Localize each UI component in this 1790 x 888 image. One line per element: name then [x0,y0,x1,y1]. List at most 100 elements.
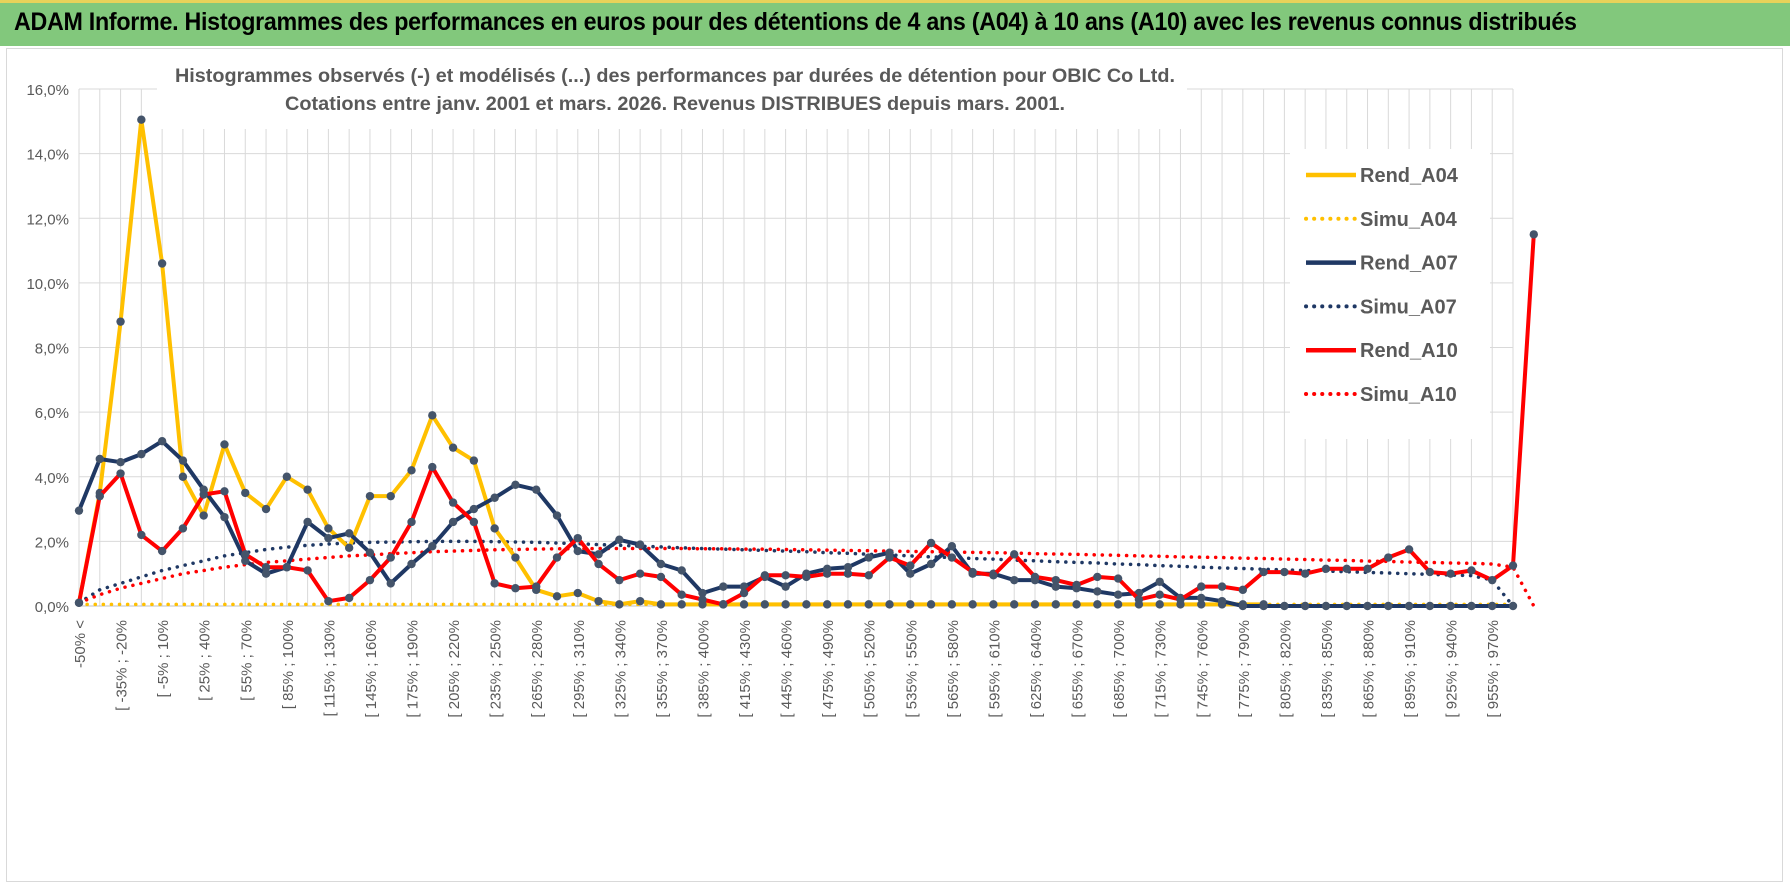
data-point [386,491,395,501]
data-point [511,480,520,490]
data-point [635,540,645,549]
data-point [511,553,520,562]
legend-label: Simu_A04 [1360,209,1458,231]
data-point [1155,590,1164,599]
data-point [1051,575,1060,585]
data-point [324,524,333,533]
data-point [822,569,832,578]
data-point [1467,566,1476,575]
x-tick-label: [ 835% ; 850% [1319,620,1336,718]
data-point [1342,564,1351,574]
legend-item: Rend_A10 [1306,340,1458,362]
data-point [843,600,853,609]
data-point [1030,572,1040,582]
y-tick-label: 4,0% [35,470,69,487]
data-point [677,600,686,609]
legend-label: Simu_A10 [1360,384,1457,406]
data-point [1446,569,1455,578]
data-point [1488,575,1497,585]
data-point [573,533,582,543]
series-lines [74,115,1538,611]
data-point [469,456,479,465]
x-tick-label: [ 415% ; 430% [737,620,754,718]
data-point [157,437,167,446]
data-point [282,472,292,481]
data-point [178,456,188,465]
data-point [261,569,271,578]
data-point [1217,582,1227,591]
x-tick-label: [ 475% ; 490% [820,620,837,718]
data-point [968,567,977,577]
data-point [968,600,977,609]
data-point [989,600,998,609]
data-point [615,535,624,544]
data-point [386,553,395,562]
data-point [1300,569,1310,578]
data-point [739,600,749,609]
data-point [552,511,562,520]
data-point [926,600,936,609]
data-point [1321,601,1331,611]
data-point [469,504,479,514]
data-point [1384,553,1393,562]
data-point [698,588,707,598]
data-point [552,592,562,601]
x-tick-label: [ 175% ; 190% [405,620,422,718]
data-point [1259,567,1268,577]
data-point [947,553,957,562]
data-point [864,600,873,609]
data-point [1072,580,1081,590]
x-tick-label: [ 865% ; 880% [1361,620,1378,718]
data-point [843,563,853,572]
y-tick-label: 12,0% [26,211,69,228]
data-point [1072,600,1081,609]
x-tick-label: [ 955% ; 970% [1485,620,1502,718]
x-tick-label: [ 265% ; 280% [529,620,546,718]
data-point [719,582,728,591]
data-point [303,566,312,575]
data-point [428,411,437,420]
data-point [1010,600,1019,609]
data-point [1488,601,1497,611]
legend: Rend_A04 Simu_A04 Rend_A07 Simu_A07 Rend_A10… [1290,149,1490,439]
data-point [822,600,832,609]
data-point [719,600,728,609]
data-point [344,593,354,603]
data-point [594,596,603,606]
legend-item: Rend_A07 [1306,253,1458,275]
x-tick-label: [ -35% ; -20% [114,620,131,711]
data-point [760,571,770,580]
data-point [1446,601,1455,611]
x-axis: -50% < [ -35% ; -20% [ -5% ; 10% [ 25% ; 40… [72,620,1502,718]
x-tick-label: -50% < [72,620,89,668]
data-point [656,600,666,609]
series-rend_a07 [74,437,1518,611]
header-banner: ADAM Informe. Histogrammes des performan… [0,0,1790,46]
x-tick-label: [ 895% ; 910% [1402,620,1419,718]
data-point [1425,601,1435,611]
data-point [469,517,479,527]
data-point [947,542,957,551]
x-tick-label: [ 385% ; 400% [695,620,712,718]
data-point [1342,601,1351,611]
x-tick-label: [ 595% ; 610% [986,620,1003,718]
data-point [1508,601,1518,611]
data-point [511,584,520,593]
x-tick-label: [ 295% ; 310% [571,620,588,718]
data-point [199,511,208,520]
legend-background [1290,149,1490,439]
data-point [1197,600,1206,609]
data-point [1321,564,1331,574]
data-point [1238,585,1248,595]
data-point [781,582,790,591]
data-point [573,588,582,598]
data-point [116,317,125,326]
x-tick-label: [ 85% ; 100% [280,620,297,709]
y-tick-label: 2,0% [35,534,69,551]
x-tick-label: [ 685% ; 700% [1111,620,1128,718]
x-tick-label: [ 55% ; 70% [238,620,255,701]
x-tick-label: [ 505% ; 520% [862,620,879,718]
data-point [989,571,998,580]
legend-label: Rend_A10 [1360,340,1458,362]
data-point [656,572,666,582]
